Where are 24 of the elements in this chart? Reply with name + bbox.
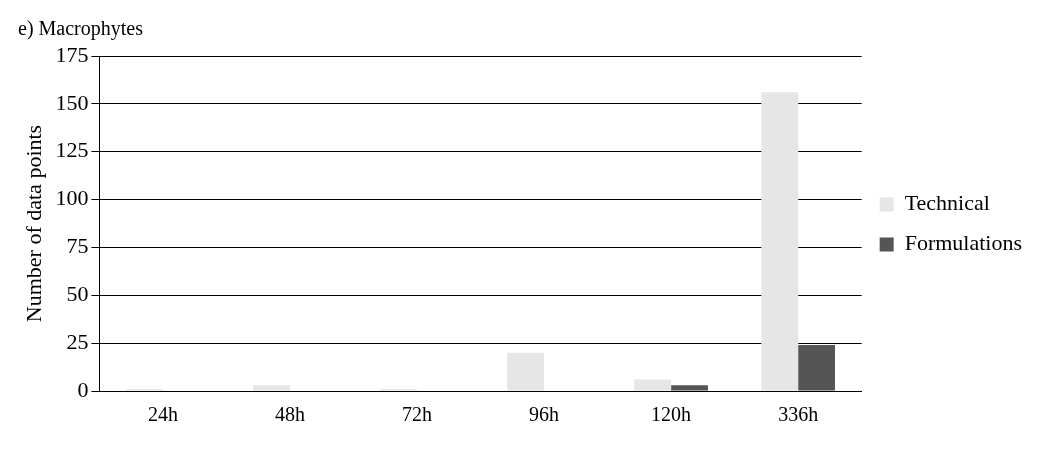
y-tick-label: 25 — [66, 328, 89, 354]
y-tick-label: 75 — [66, 233, 89, 259]
y-axis-title: Number of data points — [20, 124, 46, 323]
chart-title: e) Macrophytes — [18, 17, 144, 41]
x-tick-label: 336h — [778, 403, 819, 426]
bar — [761, 92, 799, 391]
legend-label: Technical — [904, 190, 990, 216]
y-tick-label: 150 — [55, 89, 89, 115]
x-tick-label: 48h — [274, 403, 305, 426]
bar — [798, 345, 835, 391]
x-tick-label: 24h — [147, 403, 178, 426]
bar — [253, 385, 290, 391]
y-tick-label: 125 — [55, 137, 89, 163]
y-tick-label: 175 — [55, 41, 89, 67]
x-tick-label: 96h — [529, 403, 560, 426]
legend-label: Formulations — [904, 230, 1023, 256]
y-tick-label: 0 — [77, 376, 89, 402]
bar — [671, 385, 708, 391]
y-tick-label: 100 — [55, 185, 89, 211]
x-tick-label: 72h — [402, 403, 433, 426]
x-tick-label: 120h — [651, 403, 692, 426]
y-tick-label: 50 — [66, 281, 89, 307]
bar — [507, 352, 545, 391]
bar — [634, 379, 672, 391]
